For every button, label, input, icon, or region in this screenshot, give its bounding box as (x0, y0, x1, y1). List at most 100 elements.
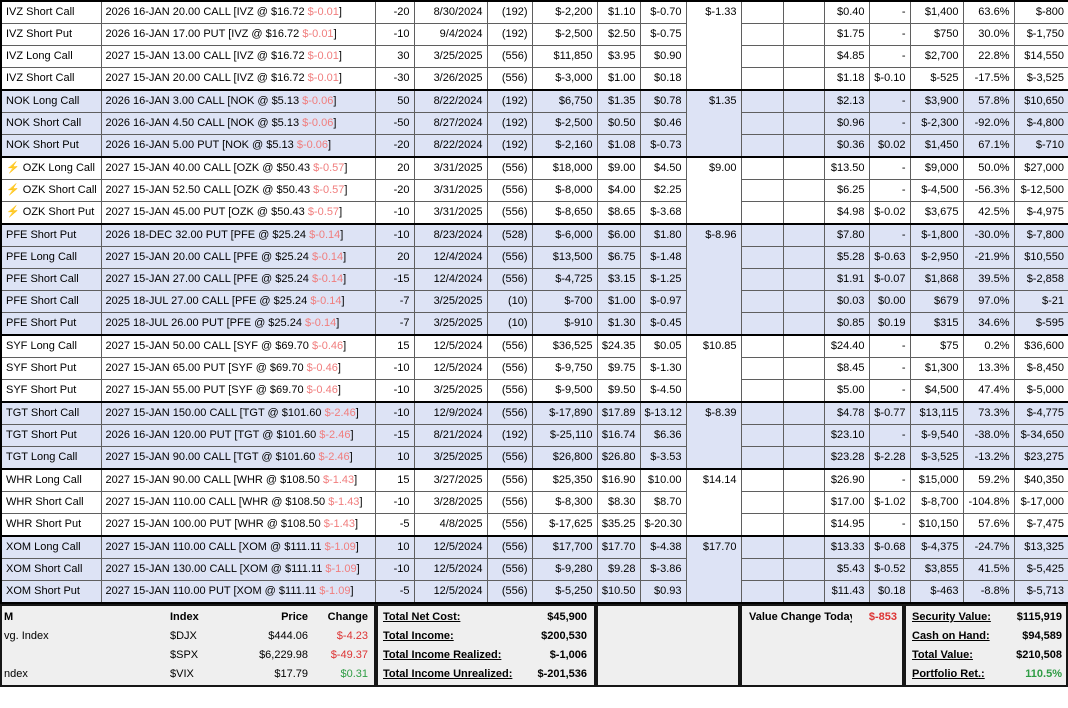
value-cell[interactable]: $-34,650 (1013, 424, 1068, 447)
value-cell[interactable]: $-17,000 (1013, 491, 1068, 514)
index-row-change[interactable]: $-4.23 (336, 630, 368, 642)
current-price-cell[interactable]: $0.36 (823, 134, 870, 158)
day-change-cell[interactable]: $-0.70 (639, 0, 687, 24)
day-change-cell[interactable]: $-13.12 (639, 401, 687, 425)
qty-cell[interactable]: -10 (374, 201, 415, 225)
contract-desc-cell[interactable]: 2027 15-JAN 90.00 CALL [WHR @ $108.50 $-… (100, 468, 376, 492)
price-change-cell[interactable]: - (868, 334, 911, 358)
day-change-cell[interactable]: $-0.45 (639, 312, 687, 336)
group-change-cell[interactable]: $10.85 (685, 334, 742, 403)
group-change-cell[interactable]: $14.14 (685, 468, 742, 537)
contract-desc-cell[interactable]: 2025 18-JUL 27.00 CALL [PFE @ $25.24 $-0… (100, 290, 376, 313)
gain-cell[interactable]: $-463 (909, 580, 964, 604)
spacer-cell[interactable] (782, 513, 825, 537)
current-price-cell[interactable]: $5.28 (823, 246, 870, 269)
days-cell[interactable]: (556) (486, 401, 533, 425)
days-cell[interactable]: (192) (486, 89, 533, 113)
spacer-cell[interactable] (782, 67, 825, 91)
cost-cell[interactable]: $-8,650 (531, 201, 598, 225)
spacer-cell[interactable] (740, 179, 784, 202)
days-cell[interactable]: (556) (486, 246, 533, 269)
open-date-cell[interactable]: 12/9/2024 (413, 401, 488, 425)
spacer-cell[interactable] (782, 491, 825, 514)
price-paid-cell[interactable]: $1.10 (596, 0, 641, 24)
days-cell[interactable]: (556) (486, 379, 533, 403)
position-name-cell[interactable]: TGT Short Put (0, 424, 102, 447)
spacer-cell[interactable] (782, 23, 825, 46)
gain-cell[interactable]: $3,855 (909, 558, 964, 581)
open-date-cell[interactable]: 8/22/2024 (413, 134, 488, 158)
gain-cell[interactable]: $15,000 (909, 468, 964, 492)
current-price-cell[interactable]: $17.00 (823, 491, 870, 514)
current-price-cell[interactable]: $5.00 (823, 379, 870, 403)
spacer-cell[interactable] (782, 379, 825, 403)
current-price-cell[interactable]: $0.03 (823, 290, 870, 313)
current-price-cell[interactable]: $26.90 (823, 468, 870, 492)
spacer-cell[interactable] (740, 424, 784, 447)
gain-pct-cell[interactable]: 97.0% (962, 290, 1015, 313)
spacer-cell[interactable] (782, 580, 825, 604)
total-income-realized-value[interactable]: $-1,006 (549, 649, 587, 661)
position-name-cell[interactable]: IVZ Short Put (0, 23, 102, 46)
value-cell[interactable]: $-12,500 (1013, 179, 1068, 202)
spacer-cell[interactable] (740, 223, 784, 247)
gain-cell[interactable]: $13,115 (909, 401, 964, 425)
value-cell[interactable]: $-7,475 (1013, 513, 1068, 537)
position-name-cell[interactable]: IVZ Long Call (0, 45, 102, 68)
qty-cell[interactable]: -15 (374, 268, 415, 291)
contract-desc-cell[interactable]: 2027 15-JAN 13.00 CALL [IVZ @ $16.72 $-0… (100, 45, 376, 68)
day-change-cell[interactable]: $0.18 (639, 67, 687, 91)
price-paid-cell[interactable]: $9.00 (596, 156, 641, 180)
day-change-cell[interactable]: $0.90 (639, 45, 687, 68)
value-cell[interactable]: $13,325 (1013, 535, 1068, 559)
contract-desc-cell[interactable]: 2027 15-JAN 110.00 CALL [WHR @ $108.50 $… (100, 491, 376, 514)
cost-cell[interactable]: $-9,500 (531, 379, 598, 403)
day-change-cell[interactable]: $2.25 (639, 179, 687, 202)
qty-cell[interactable]: 50 (374, 89, 415, 113)
qty-cell[interactable]: -10 (374, 23, 415, 46)
cost-cell[interactable]: $13,500 (531, 246, 598, 269)
position-name-cell[interactable]: PFE Short Put (0, 223, 102, 247)
current-price-cell[interactable]: $5.43 (823, 558, 870, 581)
qty-cell[interactable]: -10 (374, 401, 415, 425)
price-paid-cell[interactable]: $6.75 (596, 246, 641, 269)
contract-desc-cell[interactable]: 2027 15-JAN 45.00 PUT [OZK @ $50.43 $-0.… (100, 201, 376, 225)
group-change-cell[interactable]: $-8.39 (685, 401, 742, 470)
qty-cell[interactable]: -20 (374, 0, 415, 24)
open-date-cell[interactable]: 3/26/2025 (413, 67, 488, 91)
spacer-cell[interactable] (740, 156, 784, 180)
spacer-cell[interactable] (740, 513, 784, 537)
position-name-cell[interactable]: SYF Short Put (0, 357, 102, 380)
gain-pct-cell[interactable]: 0.2% (962, 334, 1015, 358)
spacer-cell[interactable] (782, 156, 825, 180)
gain-pct-cell[interactable]: 39.5% (962, 268, 1015, 291)
qty-cell[interactable]: -7 (374, 290, 415, 313)
qty-cell[interactable]: -15 (374, 424, 415, 447)
days-cell[interactable]: (10) (486, 290, 533, 313)
spacer-cell[interactable] (782, 535, 825, 559)
value-cell[interactable]: $-5,713 (1013, 580, 1068, 604)
price-change-cell[interactable]: - (868, 468, 911, 492)
position-name-cell[interactable]: PFE Short Call (0, 268, 102, 291)
position-name-cell[interactable]: IVZ Short Call (0, 67, 102, 91)
price-paid-cell[interactable]: $16.90 (596, 468, 641, 492)
day-change-cell[interactable]: $0.05 (639, 334, 687, 358)
position-name-cell[interactable]: ⚡ OZK Short Put (0, 201, 102, 225)
contract-desc-cell[interactable]: 2027 15-JAN 27.00 CALL [PFE @ $25.24 $-0… (100, 268, 376, 291)
position-name-cell[interactable]: XOM Short Put (0, 580, 102, 604)
spacer-cell[interactable] (782, 112, 825, 135)
current-price-cell[interactable]: $4.98 (823, 201, 870, 225)
spacer-cell[interactable] (782, 223, 825, 247)
qty-cell[interactable]: 10 (374, 446, 415, 470)
value-cell[interactable]: $10,550 (1013, 246, 1068, 269)
index-row-label[interactable] (2, 646, 170, 665)
days-cell[interactable]: (556) (486, 535, 533, 559)
days-cell[interactable]: (556) (486, 513, 533, 537)
open-date-cell[interactable]: 4/8/2025 (413, 513, 488, 537)
gain-pct-cell[interactable]: -30.0% (962, 223, 1015, 247)
total-income-realized-label[interactable]: Total Income Realized: (383, 649, 502, 661)
position-name-cell[interactable]: TGT Short Call (0, 401, 102, 425)
open-date-cell[interactable]: 12/5/2024 (413, 357, 488, 380)
spacer-cell[interactable] (782, 45, 825, 68)
qty-cell[interactable]: -20 (374, 179, 415, 202)
